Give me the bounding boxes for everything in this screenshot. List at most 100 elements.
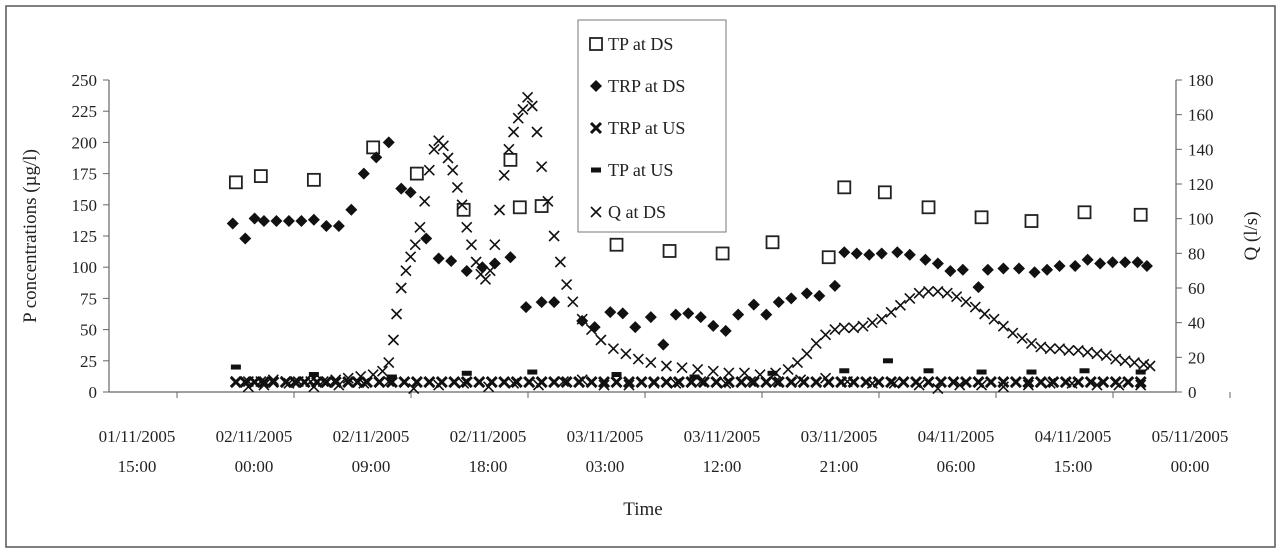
data-point — [1144, 360, 1156, 372]
data-point — [465, 239, 478, 251]
data-point — [1022, 379, 1034, 391]
left-tick-label: 200 — [72, 133, 98, 152]
data-point — [738, 367, 751, 379]
left-tick-label: 150 — [72, 196, 98, 215]
data-point — [791, 356, 804, 369]
data-point — [754, 369, 766, 381]
data-point — [885, 375, 898, 389]
data-point — [720, 377, 732, 389]
data-point — [226, 217, 239, 230]
data-point — [662, 244, 677, 258]
series-tp-at-us — [230, 358, 1146, 380]
data-point — [242, 381, 254, 393]
data-point — [976, 369, 987, 375]
legend-marker — [590, 80, 602, 92]
data-point — [921, 200, 936, 215]
x-tick-time: 06:00 — [937, 457, 976, 476]
left-tick-label: 125 — [72, 227, 98, 246]
data-point — [320, 220, 333, 233]
data-point — [747, 298, 760, 311]
data-point — [267, 375, 280, 389]
data-point — [280, 376, 292, 388]
data-point — [891, 246, 904, 259]
data-point — [460, 264, 473, 277]
data-point — [498, 169, 510, 181]
data-point — [670, 377, 682, 389]
data-point — [493, 204, 506, 216]
left-tick-group: 0 25 50 75 100 125 150 175 200 225 250 — [72, 71, 109, 402]
data-point — [382, 136, 395, 149]
data-point — [253, 169, 268, 183]
data-point — [560, 375, 573, 389]
data-point — [473, 375, 486, 389]
data-point — [866, 377, 878, 389]
data-point — [839, 368, 850, 374]
data-point — [1016, 332, 1028, 344]
legend-label: TP at DS — [608, 34, 673, 54]
data-point — [342, 372, 354, 384]
data-point — [1082, 346, 1094, 358]
data-point — [258, 379, 270, 391]
right-tick-label: 120 — [1188, 175, 1214, 194]
data-point — [1128, 356, 1141, 369]
data-point — [535, 296, 548, 309]
data-point — [1041, 263, 1054, 276]
data-point — [408, 382, 420, 395]
data-point — [479, 273, 492, 285]
data-point — [838, 246, 851, 259]
data-point — [532, 379, 545, 391]
data-point — [503, 152, 518, 167]
data-point — [770, 376, 782, 388]
data-point — [607, 343, 619, 355]
data-point — [428, 143, 440, 155]
data-point — [903, 248, 916, 261]
data-point — [947, 375, 960, 389]
data-point — [732, 308, 745, 321]
legend-label: TRP at US — [608, 118, 685, 138]
data-point — [333, 379, 345, 391]
data-point — [257, 375, 271, 389]
left-tick-label: 0 — [89, 383, 98, 402]
right-tick-label: 180 — [1188, 71, 1214, 90]
x-tick-date: 01/11/2005 — [99, 427, 176, 446]
data-point — [1138, 358, 1150, 370]
data-point — [897, 375, 910, 389]
data-point — [604, 306, 617, 319]
data-point — [1034, 375, 1047, 389]
left-tick-label: 175 — [72, 165, 98, 184]
data-point — [228, 175, 243, 190]
data-point — [1081, 253, 1094, 266]
data-point — [934, 375, 948, 389]
data-point — [461, 370, 472, 376]
data-point — [904, 292, 916, 304]
data-point — [694, 311, 707, 324]
data-point — [1134, 375, 1147, 389]
right-tick-label: 100 — [1188, 210, 1214, 229]
data-point — [358, 377, 370, 389]
x-tick-date: 03/11/2005 — [801, 427, 878, 446]
data-point — [857, 320, 869, 332]
data-point — [772, 296, 785, 309]
data-point — [409, 239, 421, 251]
data-point — [745, 376, 757, 388]
data-point — [810, 337, 822, 350]
data-point — [888, 377, 900, 389]
data-point — [1009, 375, 1022, 389]
right-tick-label: 160 — [1188, 106, 1214, 125]
data-point — [956, 263, 969, 276]
data-point — [523, 375, 536, 389]
data-point — [517, 103, 529, 116]
data-point — [445, 254, 458, 267]
data-point — [270, 215, 283, 228]
data-point — [531, 126, 543, 138]
data-point — [611, 372, 622, 378]
series-trp-at-ds — [226, 136, 1153, 351]
data-point — [682, 307, 695, 320]
data-point — [395, 282, 407, 294]
data-point — [405, 251, 417, 263]
data-point — [239, 375, 252, 389]
data-point — [692, 363, 704, 376]
left-tick-label: 250 — [72, 71, 98, 90]
x-tick-date: 02/11/2005 — [333, 427, 410, 446]
